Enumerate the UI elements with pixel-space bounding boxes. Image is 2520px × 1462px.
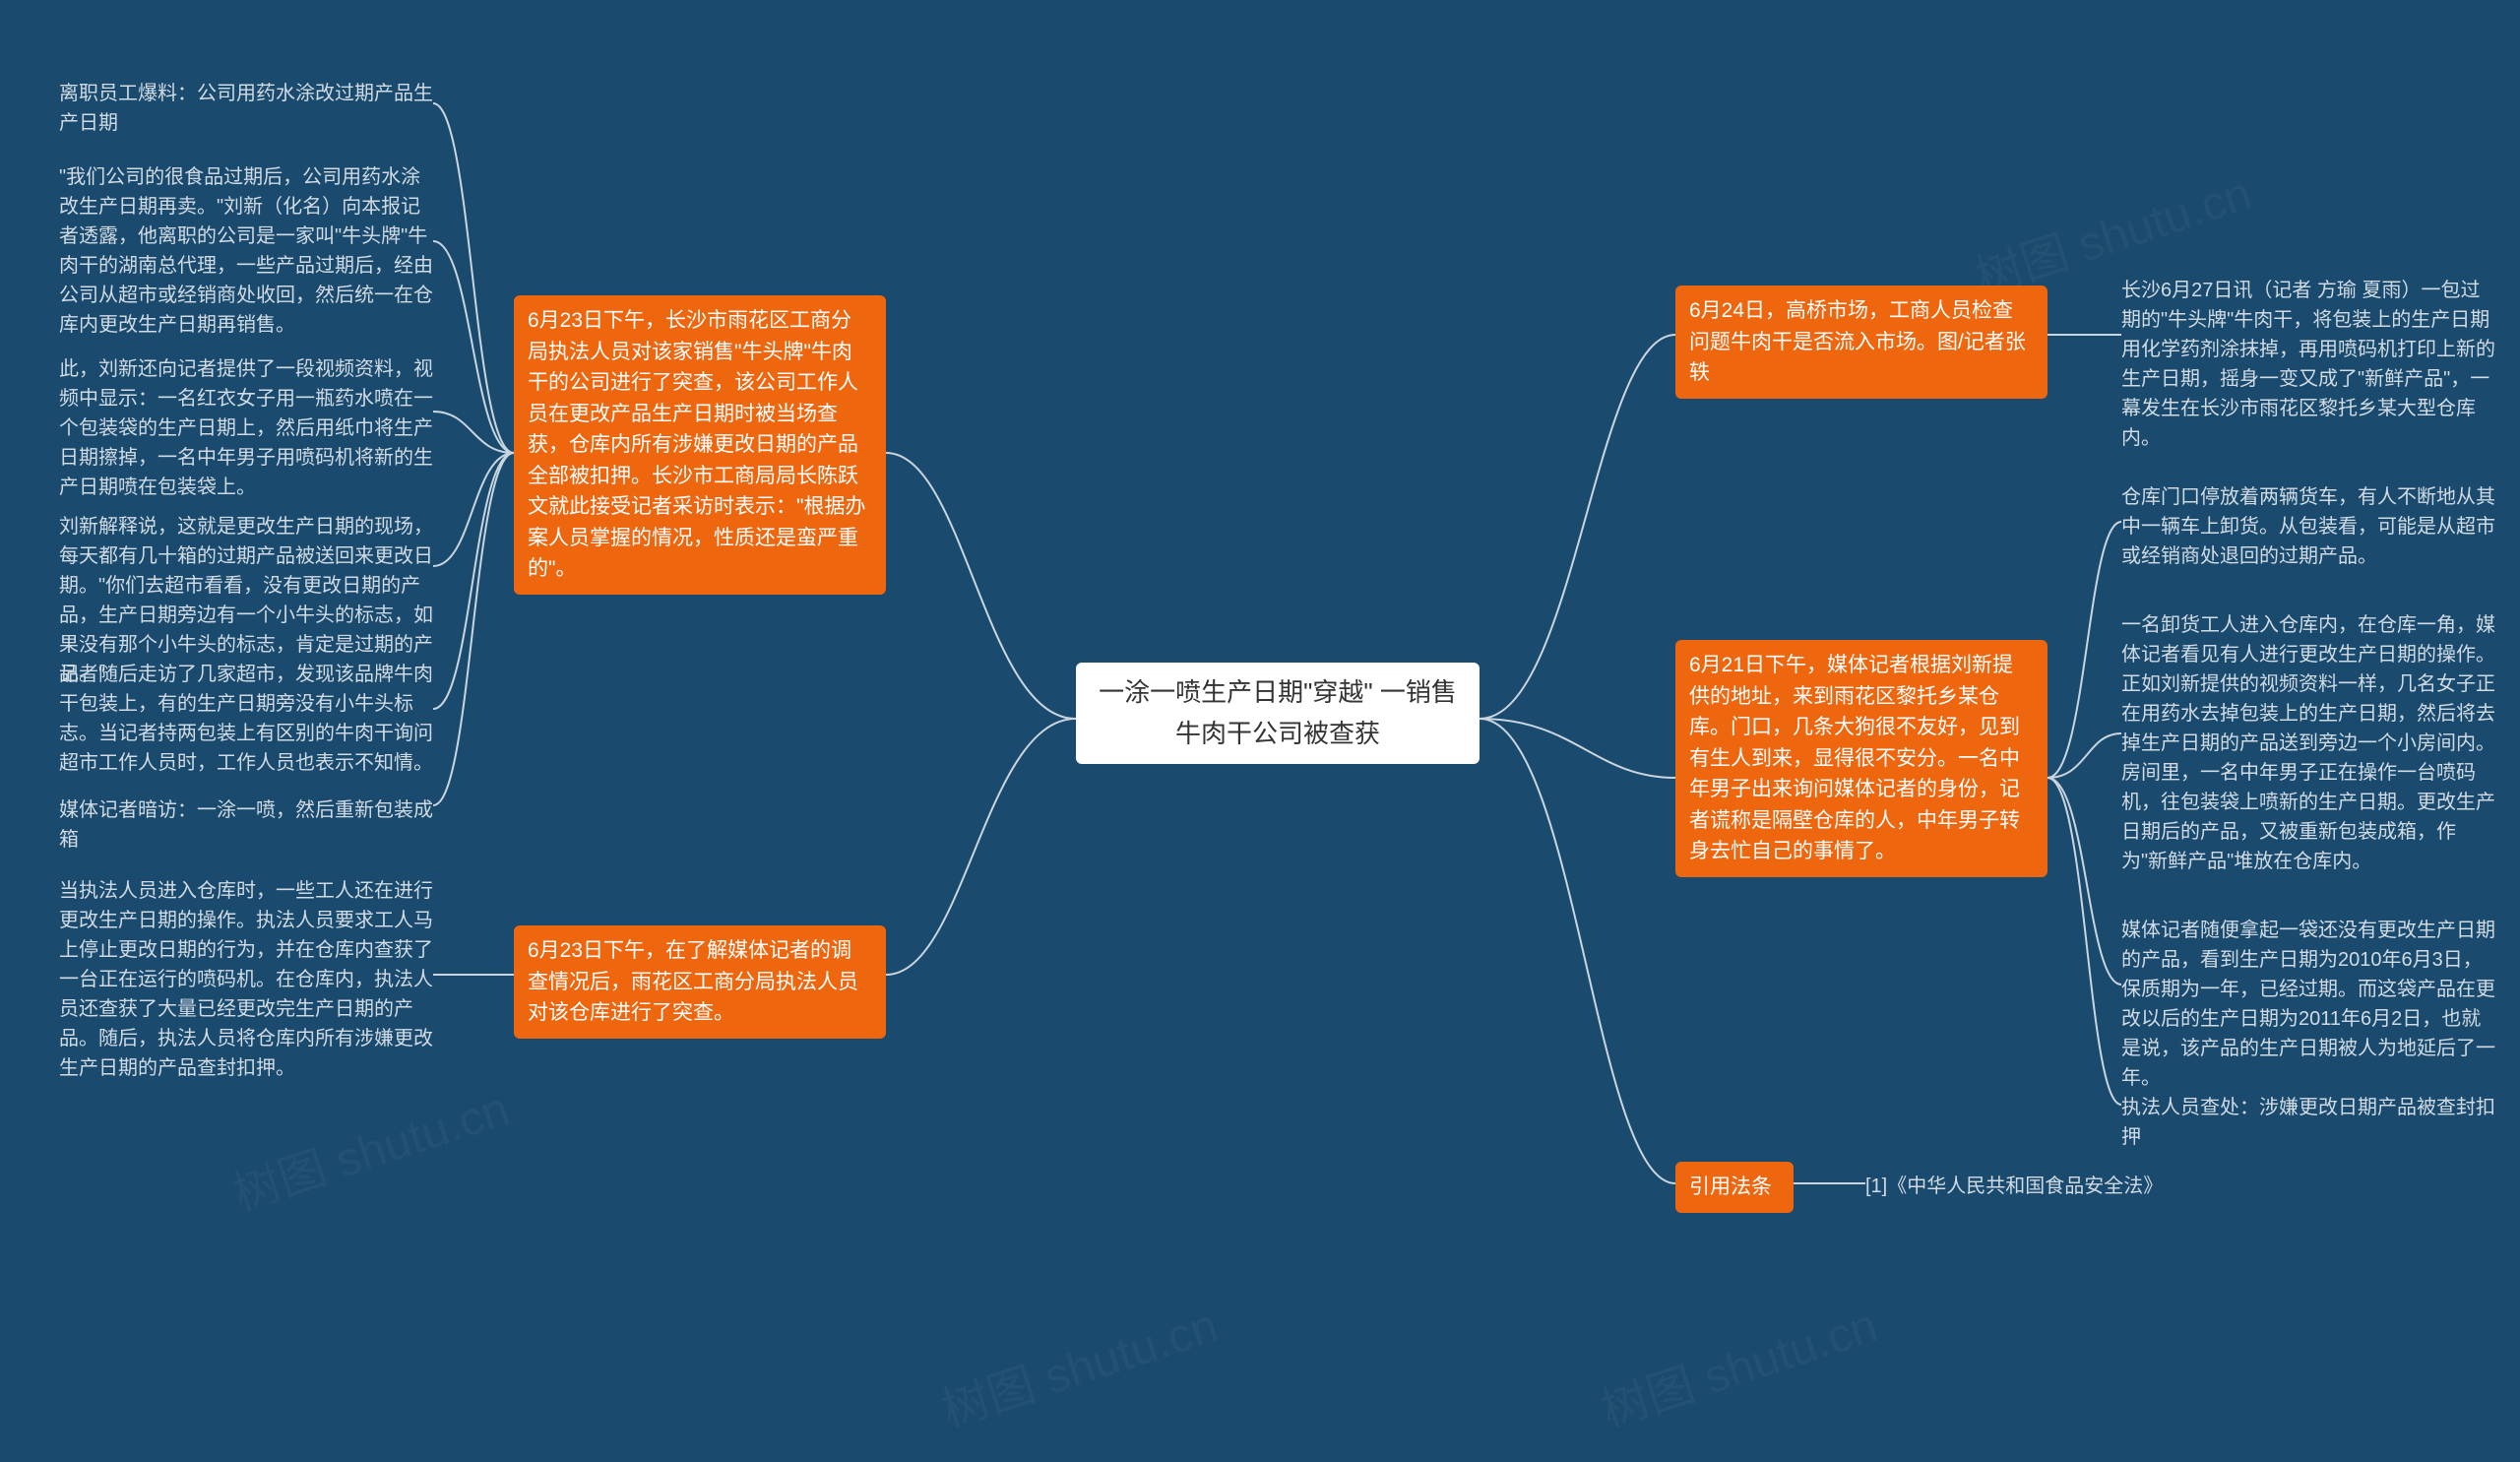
- watermark: 树图 shutu.cn: [1591, 1287, 1884, 1440]
- watermark: 树图 shutu.cn: [931, 1287, 1225, 1440]
- left-b1-leaf-1: 离职员工爆料：公司用药水涂改过期产品生产日期: [59, 79, 433, 138]
- right-b3-leaf-1: [1]《中华人民共和国食品安全法》: [1865, 1172, 2200, 1201]
- right-branch-2: 6月21日下午，媒体记者根据刘新提供的地址，来到雨花区黎托乡某仓库。门口，几条大…: [1675, 640, 2048, 877]
- left-b1-leaf-3: 此，刘新还向记者提供了一段视频资料，视频中显示：一名红衣女子用一瓶药水喷在一个包…: [59, 354, 433, 502]
- left-b1-leaf-2: "我们公司的很食品过期后，公司用药水涂改生产日期再卖。"刘新（化名）向本报记者透…: [59, 162, 433, 340]
- right-b2-leaf-3: 媒体记者随便拿起一袋还没有更改生产日期的产品，看到生产日期为2010年6月3日，…: [2121, 916, 2495, 1093]
- right-branch-1: 6月24日，高桥市场，工商人员检查问题牛肉干是否流入市场。图/记者张轶: [1675, 286, 2048, 399]
- left-b2-leaf-1: 当执法人员进入仓库时，一些工人还在进行更改生产日期的操作。执法人员要求工人马上停…: [59, 876, 433, 1083]
- center-node: 一涂一喷生产日期"穿越" 一销售牛肉干公司被查获: [1076, 663, 1480, 764]
- right-b1-leaf-1: 长沙6月27日讯（记者 方瑜 夏雨）一包过期的"牛头牌"牛肉干，将包装上的生产日…: [2121, 276, 2495, 453]
- left-b1-leaf-5: 记者随后走访了几家超市，发现该品牌牛肉干包装上，有的生产日期旁没有小牛头标志。当…: [59, 660, 433, 778]
- left-b1-leaf-6: 媒体记者暗访：一涂一喷，然后重新包装成箱: [59, 795, 433, 855]
- watermark: 树图 shutu.cn: [222, 1070, 516, 1224]
- right-b2-leaf-4: 执法人员查处：涉嫌更改日期产品被查封扣押: [2121, 1093, 2495, 1152]
- right-branch-3: 引用法条: [1675, 1162, 1794, 1213]
- left-branch-1: 6月23日下午，长沙市雨花区工商分局执法人员对该家销售"牛头牌"牛肉干的公司进行…: [514, 295, 886, 595]
- right-b2-leaf-2: 一名卸货工人进入仓库内，在仓库一角，媒体记者看见有人进行更改生产日期的操作。正如…: [2121, 610, 2495, 876]
- right-b2-leaf-1: 仓库门口停放着两辆货车，有人不断地从其中一辆车上卸货。从包装看，可能是从超市或经…: [2121, 482, 2495, 571]
- left-branch-2: 6月23日下午，在了解媒体记者的调查情况后，雨花区工商分局执法人员对该仓库进行了…: [514, 925, 886, 1039]
